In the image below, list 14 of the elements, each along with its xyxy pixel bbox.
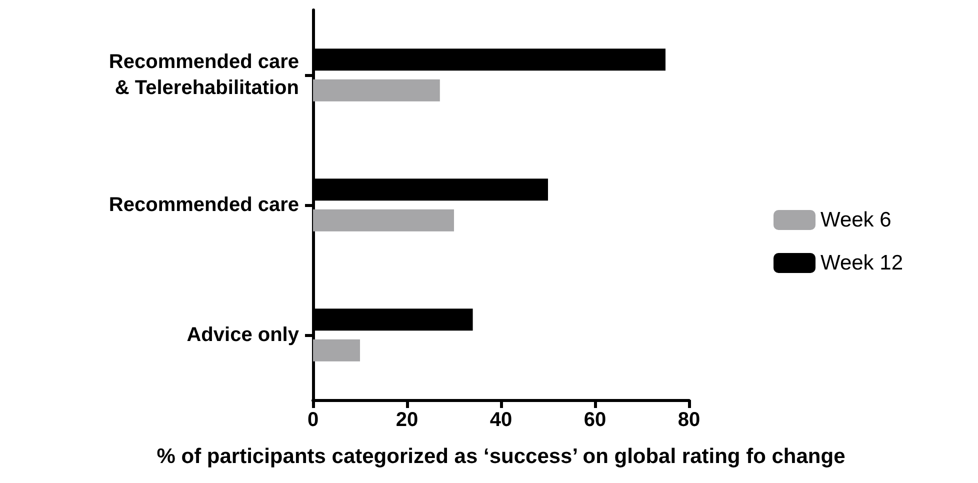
y-tick-label: Recommended care — [108, 194, 299, 216]
legend-label: Week 6 — [820, 208, 892, 232]
bar — [313, 339, 360, 362]
x-axis-title: % of participants categorized as ‘success’ on global rating fo change — [156, 445, 846, 468]
x-tick-label: 20 — [396, 409, 418, 431]
x-tick-label: 60 — [584, 409, 606, 431]
x-tick-label: 0 — [307, 409, 319, 431]
x-tick-label: 40 — [490, 409, 512, 431]
x-tick-label: 80 — [678, 409, 700, 431]
bar — [313, 79, 440, 102]
y-tick-label: Advice only — [186, 324, 300, 346]
legend-label: Week 12 — [820, 252, 904, 274]
bar — [313, 209, 454, 232]
y-tick-label: Recommended care & Telerehabilitation — [108, 51, 299, 99]
